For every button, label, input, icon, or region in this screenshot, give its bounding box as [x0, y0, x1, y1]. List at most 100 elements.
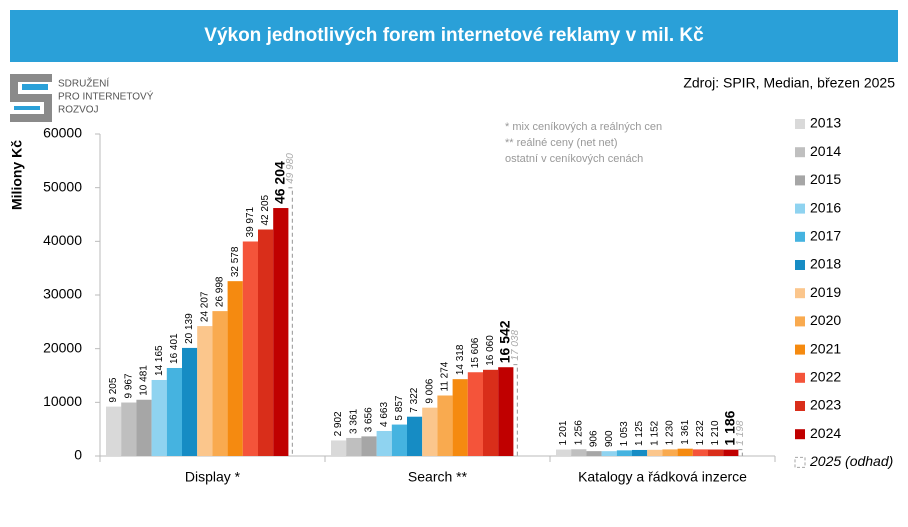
data-label: 4 663 — [379, 402, 390, 427]
data-label: 16 401 — [169, 333, 180, 364]
bar — [647, 449, 663, 456]
legend-swatch — [795, 316, 805, 327]
x-tick-label: Katalogy a řádková inzerce — [578, 469, 747, 485]
bar — [452, 379, 468, 456]
data-label: 10 481 — [139, 365, 150, 396]
chart-title: Výkon jednotlivých forem internetové rek… — [204, 25, 704, 46]
bar — [483, 369, 499, 456]
bar — [708, 449, 724, 456]
bar — [136, 399, 152, 456]
legend-swatch — [795, 175, 805, 186]
x-tick-label: Search ** — [408, 469, 468, 485]
data-label: 2 902 — [333, 411, 344, 436]
bar — [616, 450, 632, 456]
data-label: 9 967 — [123, 373, 134, 398]
data-label: 1 186 — [722, 410, 738, 445]
logo-text: PRO INTERNETOVÝ — [58, 90, 154, 103]
data-label: 3 361 — [348, 408, 359, 433]
data-label: 1 053 — [619, 421, 630, 446]
data-label: 5 857 — [394, 395, 405, 420]
data-label: 1 361 — [680, 419, 691, 444]
legend-label: 2014 — [810, 143, 841, 159]
data-label: 1 125 — [634, 420, 645, 445]
data-label: 26 998 — [215, 276, 226, 307]
legend-label: 2025 (odhad) — [809, 453, 893, 469]
data-label: 14 318 — [455, 344, 466, 375]
legend-swatch — [795, 260, 805, 270]
title-banner — [10, 10, 898, 62]
legend-label: 2023 — [810, 397, 841, 413]
bar — [151, 379, 167, 456]
legend-swatch — [795, 119, 805, 129]
data-label: 9 006 — [424, 378, 435, 403]
legend-label: 2015 — [810, 171, 841, 187]
data-label: 906 — [589, 430, 600, 447]
data-label: 7 322 — [409, 387, 420, 412]
data-label: 32 578 — [230, 246, 241, 277]
bar — [437, 395, 453, 456]
data-label: 9 205 — [108, 377, 119, 402]
y-tick-label: 20000 — [43, 339, 82, 355]
bar — [121, 402, 137, 456]
bar — [227, 281, 243, 456]
bar — [212, 311, 228, 456]
y-tick-label: 10000 — [43, 393, 82, 409]
bar — [467, 372, 483, 456]
bar — [376, 430, 392, 456]
bar — [601, 451, 617, 456]
y-tick-label: 30000 — [43, 286, 82, 302]
logo-text: ROZVOJ — [58, 105, 99, 116]
legend-label: 2016 — [810, 199, 841, 215]
legend-label: 2018 — [810, 256, 841, 272]
legend-swatch — [795, 372, 805, 383]
legend-label: 2024 — [810, 425, 841, 441]
data-label: 49 980 — [285, 153, 296, 184]
bar — [242, 241, 258, 456]
data-label: 1 230 — [665, 420, 676, 445]
x-tick-label: Display * — [185, 469, 241, 485]
legend-swatch — [794, 456, 806, 468]
logo: SDRUŽENÍ PRO INTERNETOVÝ ROZVOJ — [10, 74, 154, 122]
data-label: 1 198 — [735, 420, 746, 445]
legend-label: 2021 — [810, 340, 841, 356]
bar — [662, 449, 678, 456]
y-tick-label: 50000 — [43, 178, 82, 194]
data-label: 1 256 — [573, 420, 584, 445]
legend-swatch — [795, 231, 805, 242]
logo-mark — [10, 74, 52, 122]
bar — [632, 449, 648, 456]
legend-swatch — [795, 401, 805, 411]
bar — [586, 451, 602, 456]
bar — [361, 436, 377, 456]
y-tick-label: 60000 — [43, 125, 82, 141]
bar — [182, 347, 198, 456]
data-label: 20 139 — [184, 313, 195, 344]
bar — [677, 448, 693, 456]
data-label: 39 971 — [245, 206, 256, 237]
data-label: 15 606 — [470, 337, 481, 368]
bar — [391, 424, 407, 456]
bar — [166, 367, 182, 456]
y-tick-label: 0 — [74, 447, 82, 463]
data-label: 42 205 — [260, 194, 271, 225]
bar-estimate — [513, 363, 518, 456]
y-tick-label: 40000 — [43, 232, 82, 248]
bar-estimate — [738, 448, 743, 456]
legend-swatch — [795, 429, 805, 440]
bar — [346, 437, 362, 456]
data-label: 3 656 — [364, 407, 375, 432]
legend-swatch — [795, 344, 805, 355]
legend-swatch — [795, 203, 805, 214]
bar — [258, 229, 274, 456]
bar — [723, 449, 739, 456]
note: ostatní v ceníkových cenách — [505, 153, 643, 165]
note: * mix ceníkových a reálných cen — [505, 121, 662, 133]
data-label: 11 274 — [440, 361, 451, 391]
logo-accent — [14, 84, 48, 110]
legend-label: 2020 — [810, 312, 841, 328]
bar — [106, 406, 122, 456]
logo-text: SDRUŽENÍ — [58, 77, 109, 90]
bar — [422, 407, 438, 456]
legend-label: 2019 — [810, 284, 841, 300]
